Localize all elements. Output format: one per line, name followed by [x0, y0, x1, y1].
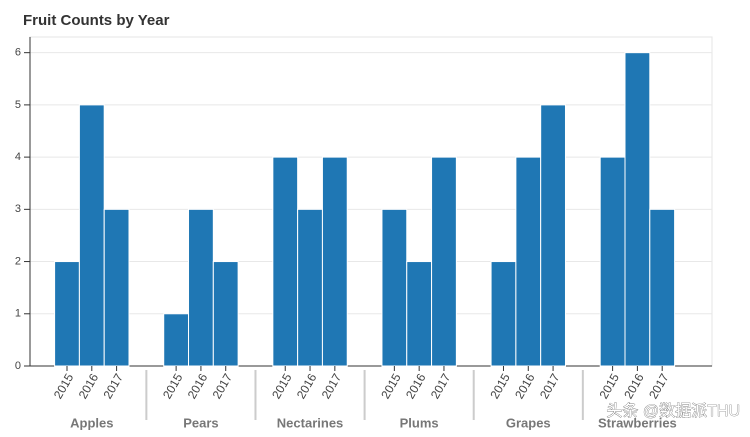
group-label: Pears	[183, 415, 218, 430]
y-tick-label: 2	[15, 255, 21, 267]
group-label: Nectarines	[277, 415, 343, 430]
y-tick-label: 6	[15, 47, 21, 59]
x-tick-label: 2017	[100, 371, 126, 401]
x-tick-label: 2017	[537, 371, 563, 401]
bar	[188, 208, 214, 367]
bar	[649, 208, 676, 367]
group-label: Apples	[70, 415, 113, 430]
x-tick-label: 2015	[51, 371, 77, 401]
x-tick-label: 2016	[512, 371, 538, 401]
bar	[163, 313, 190, 367]
bar	[431, 156, 457, 367]
bar	[297, 208, 323, 367]
y-tick-label: 3	[15, 203, 21, 215]
x-tick-label: 2016	[294, 371, 320, 401]
x-tick-label: 2015	[596, 371, 622, 401]
bar	[381, 208, 408, 367]
x-tick-label: 2015	[487, 371, 513, 401]
y-tick-label: 5	[15, 99, 21, 111]
bar	[540, 104, 566, 367]
y-tick-label: 1	[15, 308, 21, 320]
x-tick-label: 2015	[160, 371, 186, 401]
x-tick-label: 2016	[185, 371, 211, 401]
y-tick-label: 0	[15, 360, 21, 372]
bar	[212, 261, 239, 367]
x-tick-label: 2015	[269, 371, 295, 401]
x-tick-label: 2017	[210, 371, 236, 401]
group-label: Grapes	[506, 415, 551, 430]
group-label: Plums	[400, 415, 439, 430]
x-tick-label: 2016	[621, 371, 647, 401]
bar	[490, 261, 517, 367]
bar	[599, 156, 626, 367]
x-tick-label: 2016	[403, 371, 429, 401]
chart-title: Fruit Counts by Year	[23, 12, 170, 29]
x-tick-label: 2016	[76, 371, 102, 401]
bar	[515, 156, 542, 367]
plot-area	[29, 36, 713, 367]
bar	[78, 104, 105, 367]
bar	[272, 156, 299, 367]
bar	[103, 208, 130, 367]
watermark: 头条 @数据派THU	[606, 402, 740, 420]
bar	[624, 52, 651, 367]
group-label: Strawberries	[598, 415, 677, 430]
bar	[406, 261, 433, 367]
x-tick-label: 2017	[319, 371, 345, 401]
x-tick-label: 2015	[378, 371, 404, 401]
y-tick-label: 4	[15, 151, 21, 163]
x-tick-label: 2017	[646, 371, 672, 401]
bar	[54, 261, 80, 367]
bar	[321, 156, 348, 367]
x-tick-label: 2017	[428, 371, 454, 401]
